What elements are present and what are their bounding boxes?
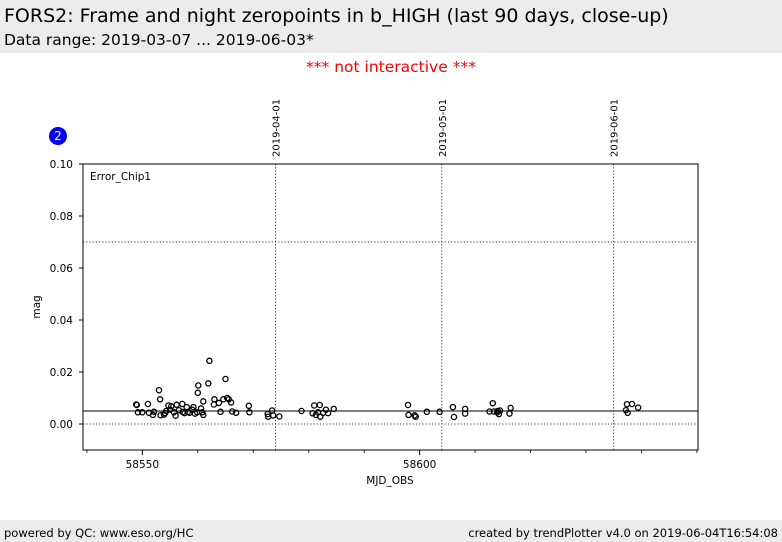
y-tick-label: 0.06 xyxy=(50,263,74,275)
data-point xyxy=(156,396,164,403)
data-point xyxy=(411,412,418,419)
data-point xyxy=(172,412,179,419)
data-point xyxy=(162,407,170,415)
data-point xyxy=(412,413,419,420)
x-axis-label: MJD_OBS xyxy=(366,475,414,487)
data-point xyxy=(330,405,337,413)
data-point xyxy=(197,405,205,412)
date-marker-label: 2019-06-01 xyxy=(610,99,621,157)
page-title: FORS2: Frame and night zeropoints in b_H… xyxy=(4,5,669,27)
date-marker-label: 2019-04-01 xyxy=(271,99,282,157)
data-point xyxy=(144,400,152,408)
data-point xyxy=(486,408,493,415)
data-point xyxy=(205,380,212,387)
x-tick-label: 58550 xyxy=(126,459,159,471)
data-point xyxy=(449,403,457,411)
y-tick-label: 0.08 xyxy=(50,211,73,223)
not-interactive-notice: *** not interactive *** xyxy=(306,58,476,76)
reference-lines xyxy=(83,241,698,425)
data-point xyxy=(245,402,253,410)
data-point xyxy=(624,409,631,417)
data-point xyxy=(190,403,197,411)
data-point xyxy=(423,408,431,416)
data-point xyxy=(495,410,503,418)
data-point xyxy=(215,399,223,407)
data-point xyxy=(489,399,497,407)
data-point xyxy=(461,405,469,413)
data-point xyxy=(507,404,514,412)
y-axis-label: mag xyxy=(31,295,43,318)
data-range-subtitle: Data range: 2019-03-07 ... 2019-06-03* xyxy=(4,31,314,49)
data-point xyxy=(436,408,443,416)
data-point xyxy=(450,413,458,421)
data-point xyxy=(316,401,324,409)
data-point xyxy=(179,400,186,408)
data-point xyxy=(404,401,412,409)
page-number-badge: 2 xyxy=(49,127,67,145)
data-points xyxy=(132,357,642,421)
data-point xyxy=(276,413,283,420)
data-point xyxy=(228,408,236,415)
data-point xyxy=(232,409,240,417)
y-tick-label: 0.04 xyxy=(50,315,74,327)
x-axis-ticks: 58550 58600 xyxy=(86,450,698,471)
data-point xyxy=(155,386,163,394)
data-point xyxy=(150,408,158,416)
date-markers: 2019-04-01 2019-05-01 2019-06-01 xyxy=(271,99,621,450)
date-marker-label: 2019-05-01 xyxy=(438,99,449,157)
data-point xyxy=(490,408,498,415)
data-point xyxy=(246,409,253,416)
data-point xyxy=(298,407,305,415)
y-tick-label: 0.00 xyxy=(50,419,73,431)
y-axis-ticks: 0.00 0.02 0.04 0.06 0.08 0.10 xyxy=(50,159,83,431)
data-point xyxy=(134,409,142,416)
footer-created-by: created by trendPlotter v4.0 on 2019-06-… xyxy=(468,526,778,540)
data-point xyxy=(227,399,235,406)
data-point xyxy=(206,357,213,365)
data-point xyxy=(506,410,513,417)
data-point xyxy=(149,411,157,419)
x-tick-label: 58600 xyxy=(403,459,436,471)
data-point xyxy=(405,411,412,419)
data-point xyxy=(310,402,318,409)
data-point xyxy=(211,396,218,403)
footer-credit: powered by QC: www.eso.org/HC xyxy=(4,526,194,540)
footer-bar: powered by QC: www.eso.org/HC created by… xyxy=(0,520,782,542)
data-point xyxy=(173,401,180,409)
data-point xyxy=(139,409,146,416)
chart-annotation: Error_Chip1 xyxy=(90,171,151,183)
plot-frame xyxy=(82,163,699,451)
data-point xyxy=(200,398,207,405)
data-point xyxy=(269,412,277,419)
data-point xyxy=(222,375,229,383)
data-point xyxy=(194,389,202,397)
data-point xyxy=(133,401,141,409)
data-point xyxy=(496,407,504,414)
data-point xyxy=(200,411,207,419)
data-point xyxy=(324,409,332,417)
y-tick-label: 0.10 xyxy=(50,159,73,171)
data-point xyxy=(195,382,202,389)
data-point xyxy=(217,408,224,416)
y-tick-label: 0.02 xyxy=(50,367,73,379)
data-point xyxy=(634,404,642,411)
data-point xyxy=(628,400,636,408)
data-point xyxy=(223,394,231,402)
header-bar: FORS2: Frame and night zeropoints in b_H… xyxy=(0,0,782,53)
data-point xyxy=(167,403,175,410)
